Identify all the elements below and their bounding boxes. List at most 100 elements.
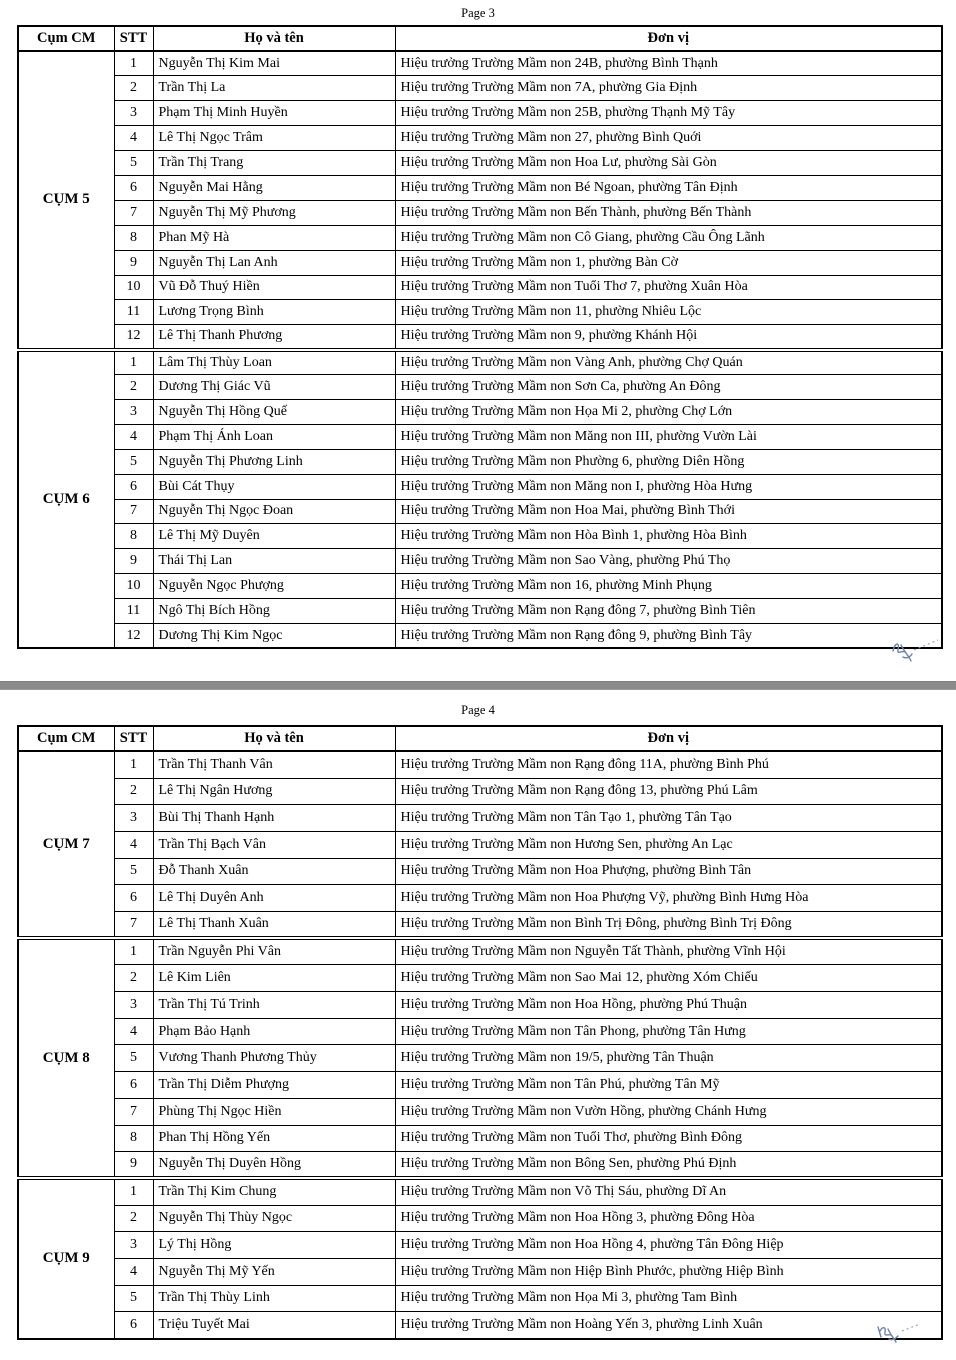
table-row: 4 Trần Thị Bạch Vân Hiệu trưởng Trường Mầm… [18,830,943,859]
name-cell: Lý Thị Hồng [152,1231,396,1259]
stt-cell: 9 [113,1151,154,1179]
unit-cell: Hiệu trưởng Trường Mầm non Tân Phú, phườ… [394,1071,943,1099]
stt-cell: 6 [113,1311,154,1339]
name-cell: Phan Mỹ Hà [152,224,396,251]
name-cell: Nguyễn Thị Kim Mai [152,50,396,77]
cluster-label-cell: CỤM 6 [17,347,115,649]
stt-cell: 2 [113,964,154,993]
page-number-label: Page 4 [461,703,495,718]
name-cell: Trần Thị Trang [152,150,396,176]
stt-cell: 2 [113,1204,154,1233]
table-row: 4 Phạm Thị Ánh Loan Hiệu trưởng Trường Mầm… [18,423,943,450]
unit-cell: Hiệu trưởng Trường Mầm non Hoa Hồng, phư… [394,991,943,1019]
table-row: 10 Vũ Đỗ Thuý Hiền Hiệu trưởng Trường Mầm … [18,274,943,301]
name-cell: Phạm Thị Minh Huyền [152,100,396,127]
name-cell: Lê Thị Duyên Anh [152,884,396,912]
page-separator [0,681,956,691]
name-cell: Nguyễn Ngọc Phượng [152,573,396,600]
stt-cell: 6 [113,1071,154,1099]
name-cell: Lê Thị Ngân Hương [152,777,396,806]
unit-cell: Hiệu trưởng Trường Mầm non Măng non III,… [394,423,943,450]
table-row: 3 Lý Thị Hồng Hiệu trưởng Trường Mầm non H… [18,1231,943,1259]
principal-roster-table: Cụm CM STT Họ và tên Đơn vị CỤM 5 1 Nguyễn Th… [17,25,943,650]
stt-cell: 1 [113,936,154,966]
table-row: 5 Trần Thị Thùy Linh Hiệu trưởng Trường Mầ… [18,1284,943,1313]
table-row: 6 Lê Thị Duyên Anh Hiệu trưởng Trường Mầm … [18,884,943,912]
stt-cell: 6 [113,884,154,912]
stt-cell: 1 [113,1176,154,1206]
unit-cell: Hiệu trưởng Trường Mầm non Rạng đông 11A… [394,750,943,779]
table-row: 12 Dương Thị Kim Ngọc Hiệu trưởng Trường M… [18,622,943,649]
unit-cell: Hiệu trưởng Trường Mầm non 9, phường Khá… [394,324,943,351]
unit-cell: Hiệu trưởng Trường Mầm non 27, phường Bì… [394,125,943,152]
unit-cell: Hiệu trưởng Trường Mầm non Họa Mi 3, phư… [394,1284,943,1313]
unit-cell: Hiệu trưởng Trường Mầm non Tuổi Thơ 7, p… [394,274,943,301]
stt-cell: 10 [113,573,154,600]
stt-cell: 1 [113,750,154,779]
table-row: 10 Nguyễn Ngọc Phượng Hiệu trưởng Trường M… [18,573,943,600]
stt-cell: 5 [113,1284,154,1313]
unit-cell: Hiệu trưởng Trường Mầm non Phường 6, phư… [394,448,943,475]
table-row: 8 Phan Thị Hồng Yến Hiệu trưởng Trường Mầm… [18,1124,943,1153]
column-header: Họ và tên [152,725,396,753]
unit-cell: Hiệu trưởng Trường Mầm non Họa Mi 2, phư… [394,398,943,425]
name-cell: Lê Thị Thanh Phương [152,324,396,351]
name-cell: Lê Kim Liên [152,964,396,993]
table-row: 2 Trần Thị La Hiệu trưởng Trường Mầm non 7… [18,75,943,102]
unit-cell: Hiệu trưởng Trường Mầm non Vàng Anh, phư… [394,347,943,376]
name-cell: Nguyễn Thị Hồng Quế [152,398,396,425]
name-cell: Nguyễn Thị Phương Linh [152,448,396,475]
table-row: 7 Phùng Thị Ngọc Hiền Hiệu trưởng Trường M… [18,1097,943,1126]
name-cell: Phan Thị Hồng Yến [152,1124,396,1153]
column-header: Cụm CM [17,25,115,52]
unit-cell: Hiệu trưởng Trường Mầm non 11, phường Nh… [394,299,943,326]
table-row: 5 Trần Thị Trang Hiệu trưởng Trường Mầm no… [18,150,943,176]
unit-cell: Hiệu trưởng Trường Mầm non Hương Sen, ph… [394,830,943,859]
stt-cell: 7 [113,498,154,525]
cluster-label-cell: CỤM 8 [17,936,115,1179]
table-row: 6 Trần Thị Diễm Phượng Hiệu trưởng Trường … [18,1071,943,1099]
name-cell: Lâm Thị Thùy Loan [152,347,396,376]
unit-cell: Hiệu trưởng Trường Mầm non 24B, phường B… [394,50,943,77]
table-row: 6 Bùi Cát Thụy Hiệu trưởng Trường Mầm non … [18,473,943,500]
name-cell: Vương Thanh Phương Thủy [152,1044,396,1073]
unit-cell: Hiệu trưởng Trường Mầm non Hiệp Bình Phư… [394,1257,943,1286]
stt-cell: 8 [113,1124,154,1153]
table-row: 12 Lê Thị Thanh Phương Hiệu trưởng Trường … [18,324,943,351]
table-row: 11 Lương Trọng Bình Hiệu trưởng Trường Mầm… [18,299,943,326]
table-row: 7 Lê Thị Thanh Xuân Hiệu trưởng Trường Mầm… [18,911,943,939]
unit-cell: Hiệu trưởng Trường Mầm non Hoa Hồng 4, p… [394,1231,943,1259]
stt-cell: 9 [113,548,154,575]
name-cell: Phạm Thị Ánh Loan [152,423,396,450]
unit-cell: Hiệu trưởng Trường Mầm non 16, phường Mi… [394,573,943,600]
stt-cell: 5 [113,1044,154,1073]
name-cell: Trần Thị Diễm Phượng [152,1071,396,1099]
name-cell: Nguyễn Mai Hằng [152,174,396,201]
unit-cell: Hiệu trưởng Trường Mầm non Tân Phong, ph… [394,1017,943,1046]
name-cell: Thái Thị Lan [152,548,396,575]
table-row: 5 Đỗ Thanh Xuân Hiệu trưởng Trường Mầm non… [18,857,943,886]
name-cell: Phạm Bảo Hạnh [152,1017,396,1046]
cluster-label-cell: CỤM 7 [17,750,115,939]
name-cell: Nguyễn Thị Ngọc Đoan [152,498,396,525]
stt-cell: 4 [113,1017,154,1046]
name-cell: Trần Thị Bạch Vân [152,830,396,859]
stt-cell: 2 [113,75,154,102]
stt-cell: 3 [113,991,154,1019]
unit-cell: Hiệu trưởng Trường Mầm non Nguyễn Tất Th… [394,936,943,966]
name-cell: Trần Nguyễn Phi Vân [152,936,396,966]
name-cell: Lê Thị Thanh Xuân [152,911,396,939]
name-cell: Bùi Thị Thanh Hạnh [152,804,396,832]
unit-cell: Hiệu trưởng Trường Mầm non Bến Thành, ph… [394,199,943,226]
stt-cell: 4 [113,125,154,152]
document-page: Page 3 Cụm CM STT Họ và tên Đơn vị CỤM 5 1 Ng… [0,6,956,650]
table-row: 6 Nguyễn Mai Hằng Hiệu trưởng Trường Mầm n… [18,174,943,201]
table-row: 11 Ngô Thị Bích Hồng Hiệu trưởng Trường Mầ… [18,598,943,624]
table-row: CỤM 9 1 Trần Thị Kim Chung Hiệu trưởng Trườ… [17,1176,943,1340]
table-row: 3 Trần Thị Tú Trinh Hiệu trưởng Trường Mầm… [18,991,943,1019]
unit-cell: Hiệu trưởng Trường Mầm non Rạng đông 7, … [394,598,943,624]
table-row: 3 Bùi Thị Thanh Hạnh Hiệu trưởng Trường Mầ… [18,804,943,832]
stt-cell: 9 [113,249,154,276]
stt-cell: 4 [113,830,154,859]
stt-cell: 2 [113,777,154,806]
